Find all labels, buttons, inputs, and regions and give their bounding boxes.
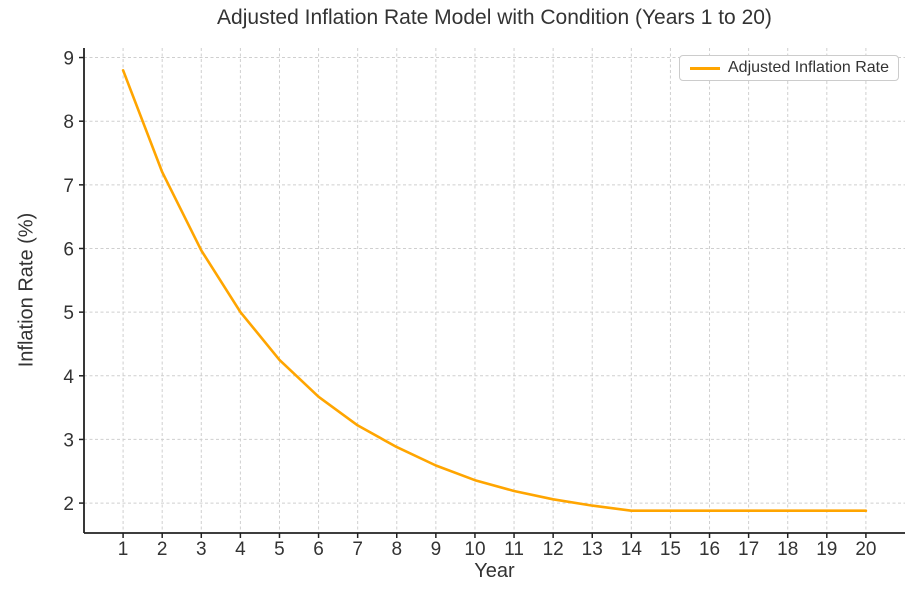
x-tick-label: 5 (274, 539, 285, 560)
y-axis-label: Inflation Rate (%) (15, 212, 38, 368)
y-tick-label: 6 (63, 239, 74, 260)
x-tick-label: 8 (391, 539, 402, 560)
y-tick-label: 4 (63, 367, 74, 388)
y-tick-label: 5 (63, 303, 74, 324)
x-axis-label: Year (474, 560, 515, 582)
series-line (121, 69, 868, 513)
x-tick-label: 2 (157, 539, 168, 560)
y-tick-label: 8 (63, 112, 74, 133)
x-tick-label: 15 (660, 539, 681, 560)
y-tick-label: 3 (63, 430, 74, 451)
legend-label: Adjusted Inflation Rate (728, 59, 889, 76)
x-tick-label: 18 (777, 539, 798, 560)
chart-title: Adjusted Inflation Rate Model with Condi… (217, 6, 772, 29)
x-tick-label: 20 (855, 539, 876, 560)
x-tick-label: 7 (352, 539, 363, 560)
x-tick-label: 9 (431, 539, 442, 560)
x-tick-label: 4 (235, 539, 246, 560)
y-tick-label: 9 (63, 49, 74, 70)
y-tick-label: 2 (63, 494, 74, 515)
x-tick-label: 3 (196, 539, 207, 560)
x-tick-label: 14 (621, 539, 643, 560)
x-tick-label: 19 (816, 539, 837, 560)
x-tick-label: 16 (699, 539, 720, 560)
x-tick-label: 17 (738, 539, 759, 560)
x-tick-label: 6 (313, 539, 324, 560)
x-tick-label: 12 (543, 539, 564, 560)
x-tick-label: 1 (118, 539, 129, 560)
x-tick-label: 11 (504, 539, 524, 560)
legend: Adjusted Inflation Rate (679, 55, 899, 81)
x-tick-label: 10 (464, 539, 485, 560)
x-tick-label: 13 (582, 539, 603, 560)
legend-line-swatch (690, 66, 720, 70)
y-tick-label: 7 (63, 176, 74, 197)
